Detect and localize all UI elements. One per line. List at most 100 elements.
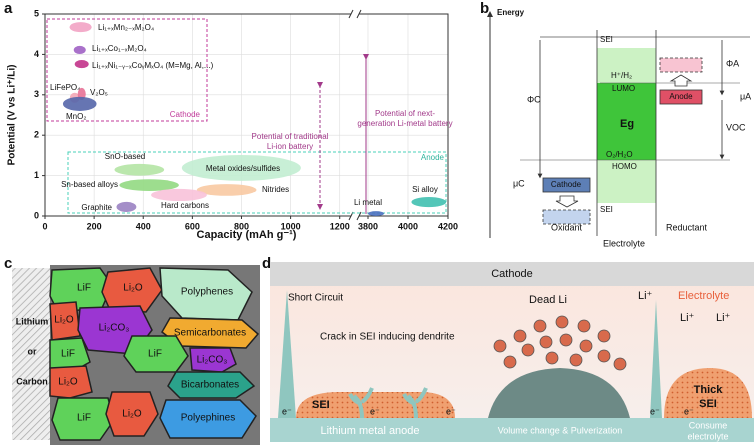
label: Short Circuit	[288, 293, 343, 304]
region-label: Metal oxides/sulfides	[206, 164, 280, 173]
annotation: Li-ion battery	[267, 142, 313, 151]
label: Semicarbonates	[174, 328, 246, 339]
region	[189, 347, 237, 373]
band-gap	[597, 83, 656, 160]
label: e⁻	[650, 406, 660, 416]
label: Carbon	[16, 376, 48, 386]
y-tick-label: 2	[34, 130, 39, 140]
region	[69, 22, 92, 33]
y-tick-label: 0	[34, 210, 39, 220]
plot-area	[45, 14, 448, 216]
anode-shifted	[659, 57, 703, 73]
label: Dead Li	[529, 294, 567, 306]
label: Bicarbonates	[181, 380, 239, 391]
annotation: generation Li-metal battery	[357, 119, 452, 128]
panel-b: b Energy Cathode Anode SEI H⁺/H₂ LUMO Eg…	[480, 0, 751, 248]
label: Volume change & Pulverization	[498, 425, 623, 435]
label: LUMO	[612, 84, 635, 93]
label: Lithium metal anode	[320, 425, 419, 437]
x-axis-label: Capacity (mAh g⁻¹)	[197, 229, 297, 241]
region	[101, 267, 163, 313]
label: electrolyte	[687, 431, 728, 441]
label: LiF	[77, 413, 91, 424]
region	[105, 391, 159, 437]
region	[151, 188, 207, 202]
cathode-box	[46, 18, 208, 122]
cathode-band	[270, 262, 754, 286]
cathode-box	[542, 177, 591, 193]
shift-arrow	[555, 195, 579, 208]
x-tick-label: 3800	[358, 221, 378, 231]
label: e⁻	[370, 406, 380, 416]
axis-break	[351, 212, 359, 220]
region-label: LiFePO₄	[50, 83, 80, 92]
label: Li⁺	[716, 312, 731, 324]
x-tick-label: 4000	[398, 221, 418, 231]
label: ΦA	[726, 58, 739, 68]
label: Polyephines	[181, 413, 235, 424]
annotation: Anode	[421, 153, 445, 162]
label: Reductant	[666, 222, 708, 232]
shift-arrow	[669, 74, 693, 87]
region-label: Li metal	[354, 198, 382, 207]
label: Li₂O	[123, 283, 143, 294]
region	[116, 201, 137, 212]
label: SEI	[600, 205, 613, 214]
region	[49, 301, 81, 341]
anode-box	[659, 89, 703, 105]
x-tick-label: 1000	[281, 221, 301, 231]
axes-frame	[44, 13, 449, 217]
substrate	[12, 268, 52, 440]
region-label: Nitrides	[262, 185, 289, 194]
label: Consume	[689, 420, 728, 430]
region-label: Hard carbons	[161, 201, 209, 210]
label: Li₂O	[122, 409, 142, 420]
y-tick-label: 4	[34, 49, 39, 59]
region-label: Li₁₊ₓMn₂₋ₓM₂O₄	[98, 23, 154, 32]
label: LiF	[77, 283, 91, 294]
label: SEI	[699, 398, 717, 410]
label: Li₂O	[58, 377, 78, 388]
cathode-shifted	[542, 209, 591, 225]
region	[196, 184, 257, 196]
region	[119, 179, 179, 191]
label: Cathode	[491, 268, 533, 280]
label: e⁻	[684, 406, 694, 416]
label: Cathode	[551, 180, 582, 189]
label: μA	[740, 91, 751, 101]
label: Eg	[620, 118, 634, 130]
dendrite	[402, 387, 428, 419]
label: Li⁺	[638, 290, 653, 302]
region	[159, 399, 257, 439]
label: VOC	[726, 122, 746, 132]
x-tick-label: 4200	[438, 221, 458, 231]
dead-li	[493, 315, 627, 371]
axis-break	[348, 9, 362, 19]
y-tick-label: 3	[34, 89, 39, 99]
label: HOMO	[612, 162, 637, 171]
annotation: Potential of traditional	[252, 132, 329, 141]
label: Oxidant	[551, 222, 583, 232]
x-tick-label: 200	[87, 221, 102, 231]
panel-label: a	[4, 0, 13, 17]
pulverized-li	[488, 368, 630, 418]
dendrite	[650, 300, 662, 418]
anode-band	[270, 418, 754, 442]
region-label: V₂O₅	[90, 88, 108, 97]
dendrite	[278, 290, 296, 418]
annotation: Potential of next-	[375, 109, 435, 118]
x-tick-label: 1200	[330, 221, 350, 231]
axis-label: Energy	[497, 8, 525, 17]
x-tick-label: 400	[136, 221, 151, 231]
label: Lithium	[16, 316, 49, 326]
dendrite	[348, 387, 374, 419]
label: Li₂CO₃	[99, 323, 130, 334]
region	[73, 45, 86, 54]
region	[161, 317, 260, 349]
region	[51, 397, 115, 441]
panel-d: d Cathode Short Circuit Crack in SEI ind…	[262, 255, 754, 442]
region	[411, 197, 447, 208]
panel-label: b	[480, 0, 489, 17]
region	[74, 60, 89, 69]
